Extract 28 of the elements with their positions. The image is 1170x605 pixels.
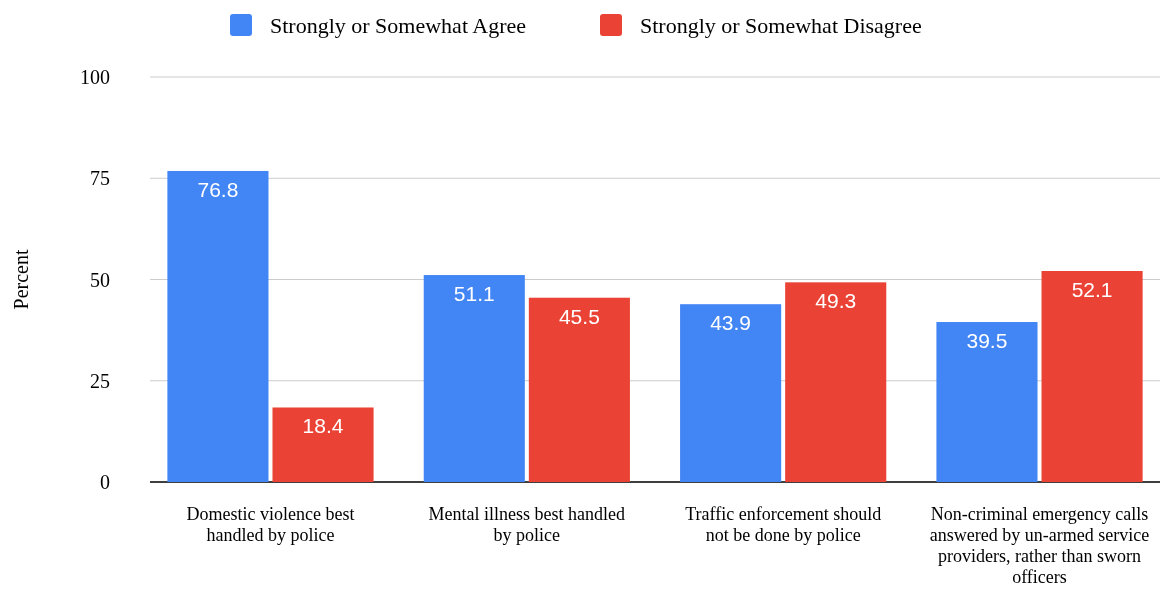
legend-label: Strongly or Somewhat Agree — [270, 12, 527, 38]
data-label: 39.5 — [966, 329, 1008, 353]
x-tick-label: Mental illness best handled by police — [428, 504, 626, 545]
x-tick-label: Non-criminal emergency calls answered by un-armed service providers, rather than sworn officers — [929, 504, 1150, 587]
y-tick-label: 100 — [80, 66, 110, 88]
bar — [1041, 271, 1143, 482]
data-label: 76.8 — [197, 177, 239, 201]
bar — [936, 322, 1038, 482]
data-label: 45.5 — [558, 304, 600, 328]
y-tick-label: 75 — [90, 167, 110, 190]
data-label: 18.4 — [302, 414, 344, 438]
x-tick-label: Domestic violence best handled by police — [186, 504, 355, 545]
data-label: 49.3 — [815, 289, 857, 313]
y-tick-label: 50 — [90, 268, 110, 291]
bar — [423, 275, 525, 482]
bar — [528, 297, 630, 482]
y-tick-label: 25 — [90, 369, 110, 392]
legend-label: Strongly or Somewhat Disagree — [640, 12, 922, 38]
y-axis-title: Percent — [10, 249, 32, 310]
data-label: 43.9 — [710, 311, 752, 335]
bar — [272, 407, 374, 482]
y-tick-label: 0 — [100, 471, 110, 493]
bar — [785, 282, 887, 482]
bar — [167, 170, 269, 482]
data-label: 52.1 — [1071, 277, 1113, 301]
bar — [680, 304, 782, 482]
x-tick-label: Traffic enforcement should not be done by police — [685, 504, 882, 545]
data-label: 51.1 — [453, 282, 495, 306]
